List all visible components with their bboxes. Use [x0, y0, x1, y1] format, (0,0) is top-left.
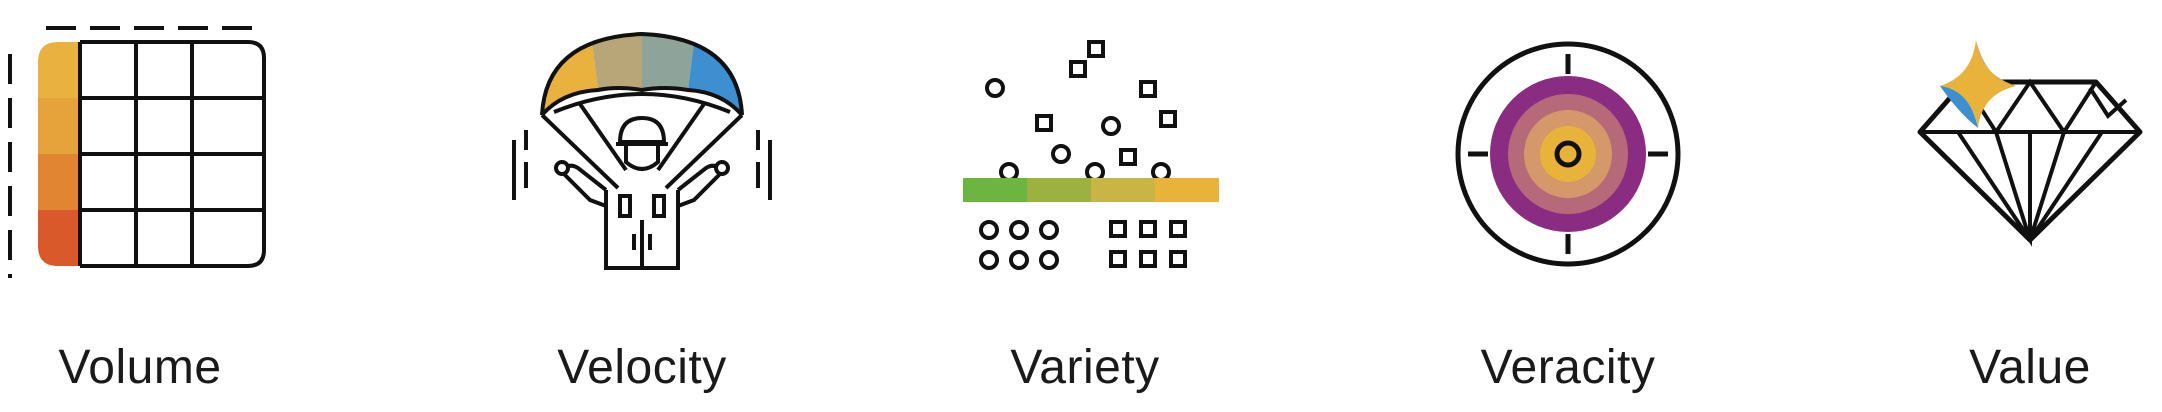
scattered-shapes-icon	[963, 40, 1219, 270]
target-icon	[1455, 41, 1681, 267]
value-label: Value	[1969, 341, 2091, 394]
velocity-item: Velocity	[472, 0, 904, 412]
diamond-icon	[1917, 40, 2143, 247]
value-item: Value	[1890, 0, 2162, 412]
volume-item: Volume	[0, 0, 432, 412]
volume-label: Volume	[58, 341, 222, 394]
variety-item: Variety	[945, 0, 1377, 412]
parachute-icon	[512, 31, 772, 270]
variety-label: Variety	[1010, 341, 1160, 394]
veracity-item: Veracity	[1418, 0, 1850, 412]
grid-table-icon	[8, 26, 266, 278]
veracity-label: Veracity	[1480, 341, 1656, 394]
velocity-label: Velocity	[557, 341, 727, 394]
